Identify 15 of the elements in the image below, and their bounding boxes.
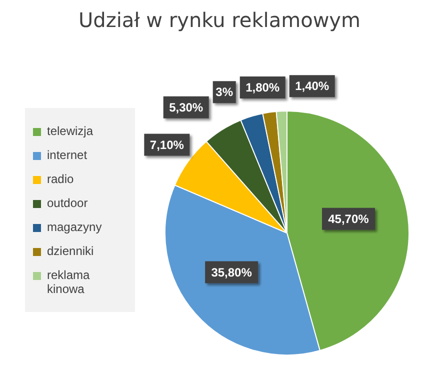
chart-title: Udział w rynku reklamowym <box>77 8 362 32</box>
legend-label: magazyny <box>47 220 103 234</box>
legend-label: internet <box>47 148 88 162</box>
data-label: 1,40% <box>295 79 330 94</box>
legend-label: reklama kinowa <box>47 268 91 296</box>
legend-label: dzienniki <box>47 244 95 258</box>
legend-label: radio <box>47 172 75 186</box>
data-label: 5,30% <box>169 100 204 114</box>
data-label: 1,80% <box>246 80 280 94</box>
data-label: 45,70% <box>328 212 370 226</box>
legend-label: outdoor <box>47 196 89 210</box>
legend-label: telewizja <box>47 124 94 138</box>
data-label: 35,80% <box>211 265 252 280</box>
data-label: 7,10% <box>150 138 184 152</box>
data-label: 3% <box>216 85 234 100</box>
